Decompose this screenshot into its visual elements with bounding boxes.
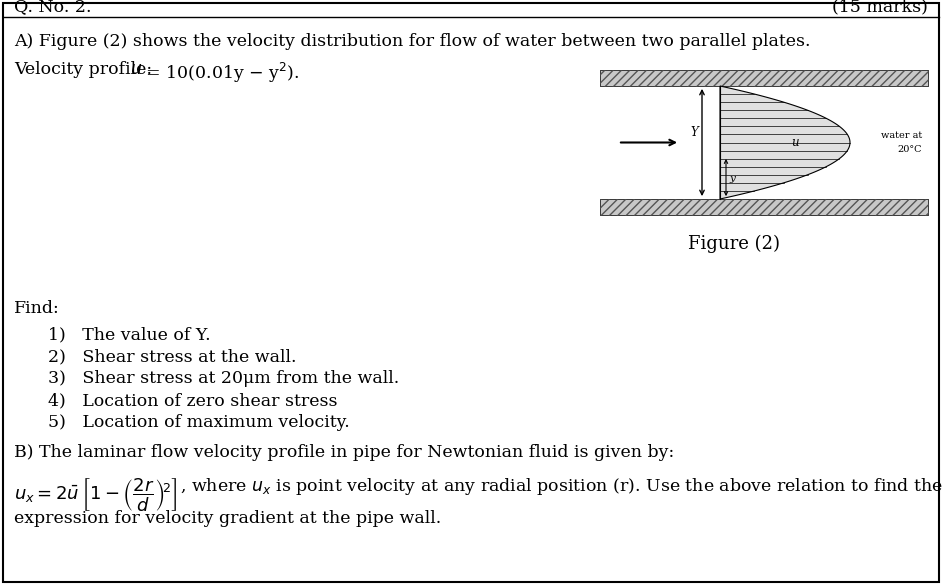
Text: expression for velocity gradient at the pipe wall.: expression for velocity gradient at the … — [14, 510, 441, 527]
Text: Figure (2): Figure (2) — [688, 235, 780, 253]
Bar — [600, 70, 928, 86]
Text: $u$: $u$ — [130, 61, 142, 78]
Bar — [600, 70, 928, 86]
Text: u: u — [791, 136, 799, 149]
Text: Y: Y — [690, 126, 698, 139]
Text: A) Figure (2) shows the velocity distribution for flow of water between two para: A) Figure (2) shows the velocity distrib… — [14, 33, 810, 50]
Text: = 10(0.01y $-$ y$^2$).: = 10(0.01y $-$ y$^2$). — [140, 61, 300, 85]
Text: Q. No. 2.: Q. No. 2. — [14, 0, 91, 15]
Text: 2)   Shear stress at the wall.: 2) Shear stress at the wall. — [48, 348, 297, 365]
Text: Velocity profile:: Velocity profile: — [14, 61, 157, 78]
Text: water at: water at — [881, 131, 922, 140]
Bar — [600, 199, 928, 215]
Text: 4)   Location of zero shear stress: 4) Location of zero shear stress — [48, 392, 337, 409]
Text: , where $u_x$ is point velocity at any radial position (r). Use the above relati: , where $u_x$ is point velocity at any r… — [180, 476, 942, 497]
Text: 1)   The value of Y.: 1) The value of Y. — [48, 326, 211, 343]
Bar — [600, 199, 928, 215]
Text: y: y — [729, 174, 735, 183]
Text: $u_x = 2\bar{u}\,\left[1 - \left(\dfrac{2r}{d}\right)^{\!2}\right]$: $u_x = 2\bar{u}\,\left[1 - \left(\dfrac{… — [14, 476, 178, 513]
Polygon shape — [720, 86, 850, 199]
Text: B) The laminar flow velocity profile in pipe for Newtonian fluid is given by:: B) The laminar flow velocity profile in … — [14, 444, 674, 461]
Text: 20°C: 20°C — [898, 145, 922, 154]
Text: 3)   Shear stress at 20μm from the wall.: 3) Shear stress at 20μm from the wall. — [48, 370, 399, 387]
Text: Find:: Find: — [14, 300, 59, 317]
Text: 5)   Location of maximum velocity.: 5) Location of maximum velocity. — [48, 414, 349, 431]
Text: (15 marks): (15 marks) — [832, 0, 928, 15]
